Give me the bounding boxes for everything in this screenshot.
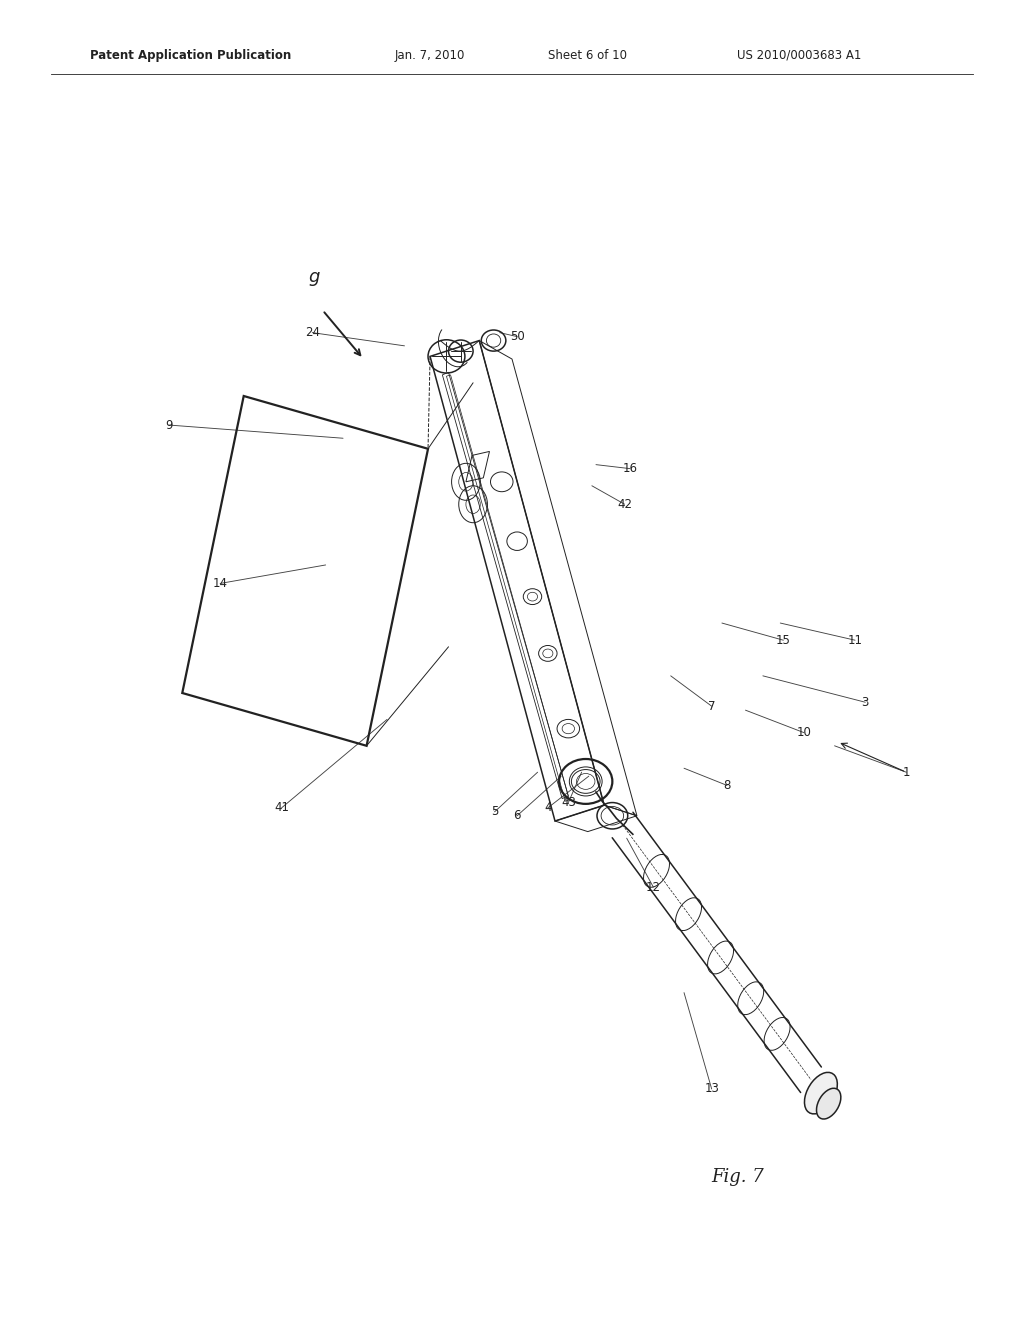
Text: 15: 15 [776, 634, 791, 647]
Text: 3: 3 [861, 696, 869, 709]
Text: g: g [308, 268, 321, 286]
Text: Patent Application Publication: Patent Application Publication [90, 49, 292, 62]
Text: 5: 5 [490, 805, 499, 818]
Text: 50: 50 [510, 330, 524, 343]
Text: Sheet 6 of 10: Sheet 6 of 10 [548, 49, 627, 62]
Text: 4: 4 [544, 801, 552, 814]
Text: 9: 9 [165, 418, 173, 432]
Text: 12: 12 [646, 880, 660, 894]
Ellipse shape [816, 1088, 841, 1119]
Text: 11: 11 [848, 634, 862, 647]
Text: 6: 6 [513, 809, 521, 822]
Text: 7: 7 [708, 700, 716, 713]
Text: 41: 41 [274, 801, 289, 814]
Text: 24: 24 [305, 326, 319, 339]
Text: 42: 42 [617, 498, 632, 511]
Text: Jan. 7, 2010: Jan. 7, 2010 [394, 49, 465, 62]
Text: 1: 1 [902, 766, 910, 779]
Text: 14: 14 [213, 577, 227, 590]
Text: 43: 43 [561, 796, 575, 809]
Text: 10: 10 [797, 726, 811, 739]
Text: US 2010/0003683 A1: US 2010/0003683 A1 [737, 49, 861, 62]
Text: Fig. 7: Fig. 7 [712, 1168, 765, 1187]
Text: 8: 8 [723, 779, 731, 792]
Ellipse shape [805, 1072, 838, 1114]
Text: 13: 13 [705, 1082, 719, 1096]
Text: 16: 16 [623, 462, 637, 475]
